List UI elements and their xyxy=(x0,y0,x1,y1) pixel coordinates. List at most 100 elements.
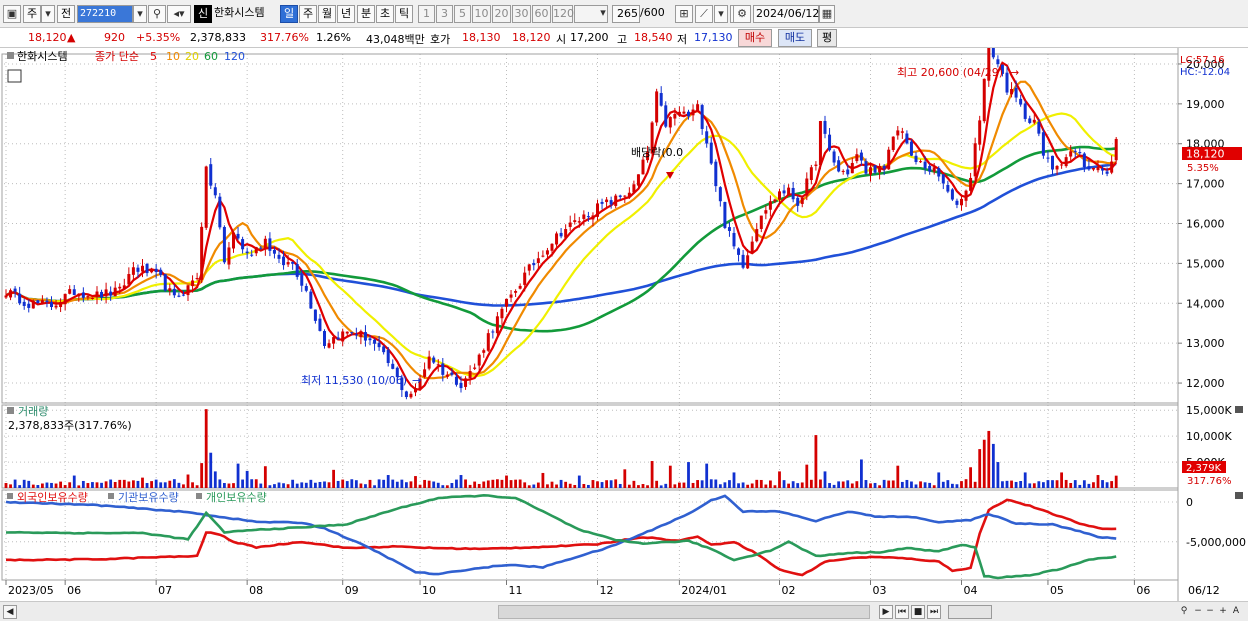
candle-body xyxy=(632,184,636,193)
window-icon[interactable]: ▣ xyxy=(3,5,21,23)
volume-bar xyxy=(850,483,854,488)
legend-ma-label: 종가 단순 xyxy=(95,50,139,63)
volume-bar xyxy=(1092,482,1095,488)
count-input[interactable]: 265 xyxy=(612,5,640,23)
candle-body xyxy=(623,195,627,197)
period-day[interactable]: 일 xyxy=(280,5,298,23)
custom-interval-input[interactable] xyxy=(574,5,608,23)
candle-body xyxy=(732,232,736,247)
sell-button[interactable]: 매도 xyxy=(778,29,812,47)
zoom-in-icon[interactable]: + xyxy=(1219,606,1227,616)
interval-10[interactable]: 10 xyxy=(472,5,491,23)
volume-bar xyxy=(263,466,267,488)
chevron-down-icon[interactable]: ▾ xyxy=(600,6,606,19)
volume-bar xyxy=(368,479,372,488)
volume-bar xyxy=(332,469,335,488)
legend-ma10: 10 xyxy=(166,50,180,63)
stop-icon[interactable]: ■ xyxy=(911,605,925,619)
search-icon[interactable]: ⚲ xyxy=(1180,606,1188,616)
volume-bar xyxy=(1046,480,1050,488)
eval-button[interactable]: 평 xyxy=(817,29,837,47)
candle-body xyxy=(59,302,63,308)
stock-chart[interactable]: 20,00019,00018,00017,00016,00015,00014,0… xyxy=(0,48,1248,601)
search-icon[interactable]: ⚲ xyxy=(148,5,166,23)
chart-type-button[interactable]: 주 xyxy=(23,5,41,23)
volume-bar xyxy=(1042,482,1045,488)
grid-toggle-icon[interactable] xyxy=(7,69,22,83)
volume-bar xyxy=(527,485,531,488)
volume-bar xyxy=(400,479,404,488)
calendar-icon[interactable]: ▦ xyxy=(819,5,835,23)
annotation-low: 최저 11,530 (10/06) xyxy=(301,374,407,387)
candle-body xyxy=(991,48,995,58)
candle-body xyxy=(787,187,791,196)
candle-body xyxy=(641,159,645,175)
candle-body xyxy=(191,280,195,287)
scrollbar[interactable]: ◀ ▶ ⏮ ■ ⏭ ⚲ − − + A xyxy=(0,601,1248,621)
volume-bar xyxy=(145,483,149,488)
candle-body xyxy=(50,302,53,308)
candle-body xyxy=(1032,119,1036,123)
interval-3[interactable]: 3 xyxy=(436,5,453,23)
period-year[interactable]: 년 xyxy=(337,5,355,23)
candle-body xyxy=(518,285,522,289)
x-tick-label: 04 xyxy=(964,584,978,597)
period-month[interactable]: 월 xyxy=(318,5,336,23)
volume-bar xyxy=(941,481,945,488)
step-back-icon[interactable]: ⏮ xyxy=(895,605,909,619)
candle-body xyxy=(409,393,413,398)
interval-30[interactable]: 30 xyxy=(512,5,531,23)
volume-bar xyxy=(841,481,845,488)
gear-icon[interactable]: ⚙ xyxy=(733,5,751,23)
period-second[interactable]: 초 xyxy=(376,5,394,23)
volume-bar xyxy=(782,480,786,488)
prev-button[interactable]: 전 xyxy=(57,5,75,23)
candle-body xyxy=(1010,89,1014,95)
date-input[interactable]: 2024/06/12 xyxy=(753,5,819,23)
interval-5[interactable]: 5 xyxy=(454,5,471,23)
volume-bar xyxy=(869,483,872,488)
stock-code-input[interactable]: 272210 xyxy=(77,5,133,23)
interval-120[interactable]: 120 xyxy=(552,5,574,23)
candle-body xyxy=(919,161,923,163)
scroll-left-icon[interactable]: ◀ xyxy=(3,605,17,619)
interval-1[interactable]: 1 xyxy=(418,5,435,23)
candle-body xyxy=(40,300,44,305)
candle-body xyxy=(955,200,959,205)
buy-button[interactable]: 매수 xyxy=(738,29,772,47)
candle-body xyxy=(382,346,386,353)
panel-close-icon[interactable] xyxy=(1235,492,1243,499)
volume-bar xyxy=(159,482,163,488)
panel-close-icon[interactable] xyxy=(1235,406,1243,413)
font-size-icon[interactable]: A xyxy=(1232,606,1240,616)
draw-tools-icon[interactable]: ⟋ xyxy=(695,5,713,23)
volume-bar xyxy=(864,480,868,488)
scroll-thumb[interactable] xyxy=(498,605,870,619)
speaker-icon[interactable]: ◂▾ xyxy=(167,5,191,23)
chevron-down-icon[interactable]: ▾ xyxy=(133,5,147,23)
chevron-down-icon[interactable]: ▾ xyxy=(41,5,55,23)
chevron-down-icon[interactable]: ▾ xyxy=(714,5,728,23)
period-minute[interactable]: 분 xyxy=(357,5,375,23)
period-tick[interactable]: 틱 xyxy=(395,5,413,23)
volume-bar xyxy=(1096,475,1100,488)
volume-bar xyxy=(268,485,272,488)
period-week[interactable]: 주 xyxy=(299,5,317,23)
interval-20[interactable]: 20 xyxy=(492,5,511,23)
up-arrow-icon: ▲ xyxy=(67,31,76,44)
scroll-right-icon[interactable]: ▶ xyxy=(879,605,893,619)
interval-60[interactable]: 60 xyxy=(532,5,551,23)
minimize-icon[interactable]: − xyxy=(1206,606,1214,616)
zoom-out-icon[interactable]: − xyxy=(1194,606,1202,616)
candle-body xyxy=(1110,161,1114,173)
candle-body xyxy=(1087,166,1091,170)
volume-bar xyxy=(828,483,831,488)
chart-settings-icon[interactable]: ⊞ xyxy=(675,5,693,23)
volume-bar xyxy=(459,475,463,488)
price-tick-label: 15,000 xyxy=(1186,257,1225,270)
candle-body xyxy=(373,339,377,344)
step-forward-icon[interactable]: ⏭ xyxy=(927,605,941,619)
range-slider[interactable] xyxy=(948,605,992,619)
volume-bar xyxy=(687,462,690,488)
volume-legend: 거래량 2,378,833주(317.76%) xyxy=(7,405,132,432)
